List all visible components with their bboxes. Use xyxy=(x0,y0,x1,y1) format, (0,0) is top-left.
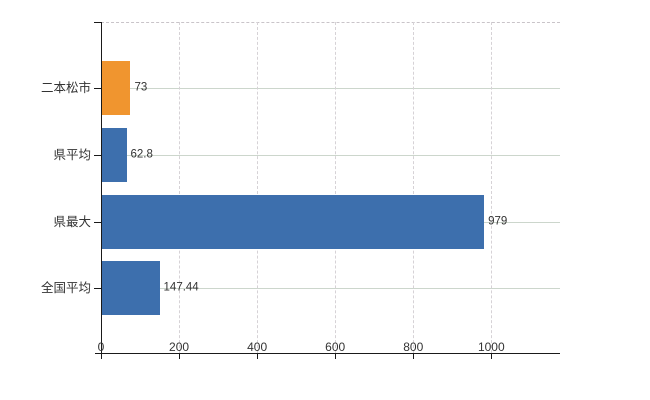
vertical-gridline xyxy=(413,22,415,353)
x-axis-tick xyxy=(101,354,102,359)
bar-value-label: 62.8 xyxy=(130,148,153,160)
x-axis-tick xyxy=(257,354,259,359)
category-label-全国平均: 全国平均 xyxy=(40,281,91,295)
vertical-gridline xyxy=(491,22,493,353)
plot-area: 73 62.8 979 147.44 xyxy=(94,22,560,359)
horizontal-gridline xyxy=(101,88,560,89)
x-axis-tick xyxy=(179,354,181,359)
bar-value-label: 979 xyxy=(488,214,508,227)
x-tick-label: 200 xyxy=(169,340,190,354)
y-axis-tick xyxy=(94,221,101,223)
x-tick-label: 600 xyxy=(325,340,346,354)
bar-県平均 xyxy=(102,127,127,182)
x-tick-label: 400 xyxy=(247,340,268,354)
y-axis-tick xyxy=(94,288,101,290)
plot-top-border xyxy=(101,22,560,23)
category-label-県最大: 県最大 xyxy=(53,214,91,229)
x-tick-label: 1000 xyxy=(477,340,505,354)
bar-value-label: 147.44 xyxy=(163,281,199,294)
y-axis-tick xyxy=(94,88,101,89)
x-axis-tick xyxy=(491,354,493,359)
x-axis-tick xyxy=(413,354,415,359)
y-axis-tick xyxy=(94,154,101,156)
x-tick-label: 800 xyxy=(403,340,424,354)
bar-value-label: 73 xyxy=(134,81,148,94)
horizontal-gridline xyxy=(101,288,560,290)
vertical-gridline xyxy=(257,22,259,353)
category-label-二本松市: 二本松市 xyxy=(40,80,91,95)
vertical-gridline xyxy=(335,22,337,353)
category-label-県平均: 県平均 xyxy=(53,147,91,162)
x-axis-tick xyxy=(335,354,337,359)
bar-全国平均 xyxy=(102,261,160,316)
y-axis-line xyxy=(101,22,102,353)
x-tick-label: 0 xyxy=(97,340,105,354)
bar-二本松市 xyxy=(102,61,131,115)
vertical-gridline xyxy=(179,22,181,353)
x-axis-line xyxy=(95,353,560,354)
y-axis-end-tick xyxy=(94,22,101,23)
bar-県最大 xyxy=(102,194,485,249)
horizontal-gridline xyxy=(101,154,560,156)
